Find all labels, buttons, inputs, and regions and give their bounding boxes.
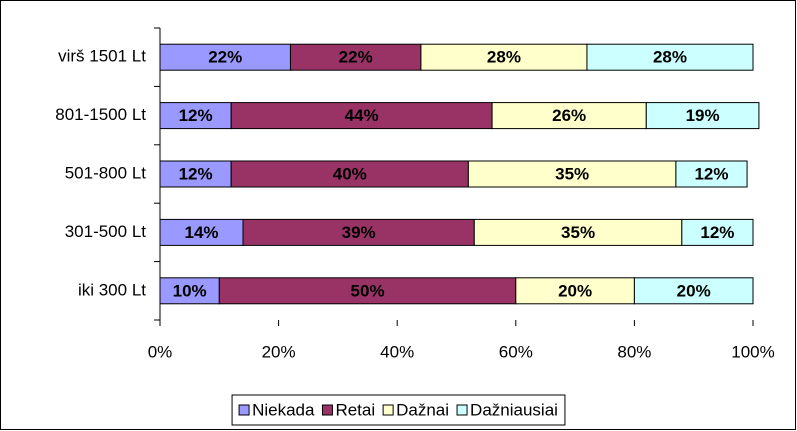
y-tick-label: 801-1500 Lt	[55, 105, 146, 124]
data-label: 50%	[351, 281, 385, 300]
bar-segment	[515, 277, 635, 305]
bar-segment	[675, 160, 748, 188]
legend-swatch	[321, 404, 333, 416]
x-tick-label: 0%	[148, 342, 173, 361]
x-tick-label: 100%	[731, 342, 774, 361]
legend-box	[231, 394, 566, 426]
bar-segment	[645, 102, 760, 130]
bar-segment	[159, 218, 244, 246]
data-label: 12%	[179, 164, 213, 183]
x-tick-label: 40%	[380, 342, 414, 361]
data-label: 28%	[487, 48, 521, 67]
bar-segment	[159, 160, 232, 188]
y-tick-label: iki 300 Lt	[78, 280, 146, 299]
legend-swatch	[456, 404, 468, 416]
bar-segment	[467, 160, 677, 188]
x-tick-label: 20%	[262, 342, 296, 361]
data-label: 12%	[700, 223, 734, 242]
legend-label: Niekada	[252, 400, 315, 419]
bar-segment	[681, 218, 754, 246]
x-tick-label: 80%	[617, 342, 651, 361]
legend-swatch	[382, 404, 394, 416]
data-label: 19%	[686, 106, 720, 125]
y-tick-label: 301-500 Lt	[65, 222, 147, 241]
x-tick-label: 60%	[499, 342, 533, 361]
bar-segment	[633, 277, 754, 305]
y-tick-label: 501-800 Lt	[65, 163, 147, 182]
data-label: 12%	[179, 106, 213, 125]
bar-segment	[159, 43, 291, 71]
bar-segment	[473, 218, 683, 246]
legend: Niekada Retai Dažnai Dažniausiai	[231, 394, 566, 426]
legend-label: Dažniausiai	[470, 400, 558, 419]
data-label: 10%	[173, 281, 207, 300]
legend-swatch	[238, 404, 250, 416]
data-label: 35%	[555, 164, 589, 183]
bar-segment	[230, 102, 493, 130]
data-label: 22%	[339, 48, 373, 67]
bar-segment	[289, 43, 422, 71]
legend-label: Retai	[335, 400, 375, 419]
y-tick-label: virš 1501 Lt	[58, 47, 146, 66]
data-label: 39%	[342, 223, 376, 242]
data-label: 20%	[558, 281, 592, 300]
data-label: 14%	[184, 223, 218, 242]
data-label: 26%	[552, 106, 586, 125]
data-label: 35%	[561, 223, 595, 242]
data-label: 12%	[694, 164, 728, 183]
data-label: 20%	[677, 281, 711, 300]
data-label: 28%	[653, 48, 687, 67]
bar-segment	[586, 43, 754, 71]
data-label: 40%	[333, 164, 367, 183]
bar-segment	[491, 102, 647, 130]
data-label: 44%	[345, 106, 379, 125]
legend-label: Dažnai	[396, 400, 449, 419]
data-label: 22%	[208, 48, 242, 67]
bar-segment	[218, 277, 517, 305]
